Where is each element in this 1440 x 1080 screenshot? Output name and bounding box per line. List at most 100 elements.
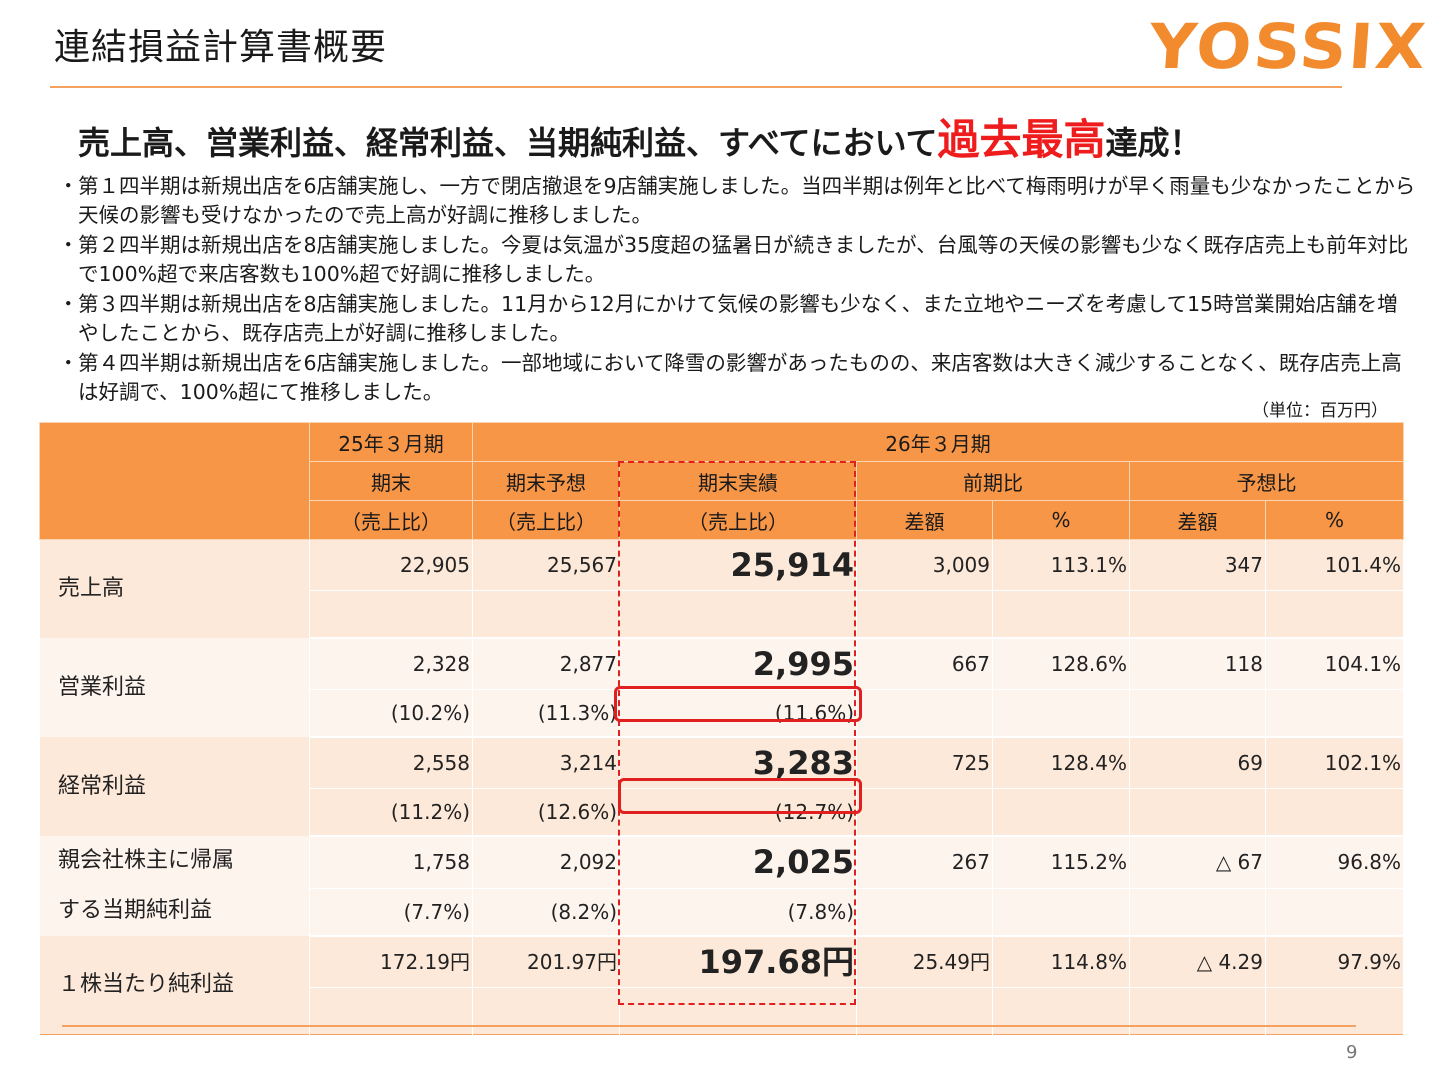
- page-title: 連結損益計算書概要: [54, 27, 388, 68]
- table-row-ordinary-profit-ratio: (11.2%) (12.6%) (12.7%): [40, 788, 1405, 837]
- cell-actual: 25,914: [619, 539, 857, 591]
- table-row-operating-profit: 営業利益 2,328 2,877 2,995 667 128.6% 118 10…: [39, 638, 1405, 737]
- cell-empty: [992, 987, 1130, 1035]
- header-fc-pct: %: [1264, 500, 1405, 540]
- cell-actual-ratio: (7.8%): [619, 887, 857, 937]
- header-prev-period: 25年３月期: [309, 422, 473, 462]
- note-q3: 第３四半期は新規出店を8店舗実施しました。11月から12月にかけて気候の影響も少…: [58, 290, 1418, 348]
- cell-forecast-ratio: [472, 590, 620, 639]
- note-q2: 第２四半期は新規出店を8店舗実施しました。今夏は気温が35度超の猛暑日が続きまし…: [58, 231, 1418, 289]
- cell-prev-ratio: (10.2%): [309, 689, 473, 738]
- cell-empty: [992, 887, 1130, 937]
- cell-actual-ratio: (11.6%): [619, 689, 857, 738]
- cell-prev-ratio: (11.2%): [309, 788, 473, 837]
- cell-fc-pct: 101.4%: [1264, 539, 1405, 591]
- cell-empty: [1264, 590, 1405, 639]
- row-label: 営業利益: [39, 638, 310, 737]
- header-curr-period: 26年３月期: [471, 422, 1405, 462]
- cell-empty: [1264, 987, 1405, 1035]
- header-blank: [39, 422, 310, 540]
- cell-empty: [1264, 887, 1405, 937]
- cell-empty: [1129, 689, 1266, 738]
- title-divider: [50, 86, 1342, 88]
- cell-prev: 2,328: [309, 638, 473, 690]
- cell-empty: [1129, 788, 1266, 837]
- headline-prefix: 売上高、営業利益、経常利益、当期純利益、すべてにおいて: [78, 124, 938, 162]
- cell-empty: [1264, 788, 1405, 837]
- cell-yoy-diff: 25.49円: [856, 936, 993, 988]
- cell-actual: 197.68円: [619, 936, 857, 988]
- cell-forecast: 3,214: [472, 737, 620, 789]
- header-yoy-pct: %: [992, 500, 1130, 540]
- table-row-operating-profit-ratio: (10.2%) (11.3%) (11.6%): [40, 689, 1405, 738]
- income-statement-table: 25年３月期 26年３月期 期末 期末予想 期末実績 前期比 予想比 （売上比）…: [39, 422, 1405, 1035]
- cell-prev-ratio: [309, 590, 473, 639]
- cell-empty: [1129, 590, 1266, 639]
- cell-fc-pct: 102.1%: [1264, 737, 1405, 789]
- cell-empty: [856, 590, 993, 639]
- cell-forecast: 2,092: [472, 836, 620, 889]
- cell-fc-diff: 347: [1129, 539, 1266, 591]
- cell-fc-pct: 104.1%: [1264, 638, 1405, 690]
- row-label: 親会社株主に帰属 する当期純利益: [39, 836, 310, 936]
- cell-fc-pct: 96.8%: [1264, 836, 1405, 889]
- cell-yoy-diff: 667: [856, 638, 993, 690]
- cell-empty: [992, 590, 1130, 639]
- cell-actual-ratio: (12.7%): [619, 788, 857, 837]
- note-q4: 第４四半期は新規出店を6店舗実施しました。一部地域において降雪の影響があったもの…: [58, 349, 1418, 407]
- cell-empty: [856, 689, 993, 738]
- cell-forecast-ratio: [472, 987, 620, 1035]
- header-forecast: 期末予想: [472, 461, 620, 501]
- cell-forecast: 2,877: [472, 638, 620, 690]
- cell-fc-diff: 69: [1129, 737, 1266, 789]
- unit-note: （単位：百万円）: [1252, 401, 1388, 421]
- table-row-net-income: 親会社株主に帰属 する当期純利益 1,758 2,092 2,025 267 11…: [39, 836, 1405, 936]
- cell-empty: [1129, 887, 1266, 937]
- cell-forecast-ratio: (12.6%): [472, 788, 620, 837]
- headline-suffix: 達成！: [1105, 124, 1202, 162]
- table-row-sales-ratio: [40, 590, 1405, 639]
- cell-actual-ratio: [619, 987, 857, 1035]
- cell-yoy-pct: 128.4%: [992, 737, 1130, 789]
- cell-prev: 22,905: [309, 539, 473, 591]
- cell-empty: [856, 887, 993, 937]
- header-yoy: 前期比: [856, 461, 1130, 501]
- footer-divider: [62, 1025, 1356, 1027]
- cell-fc-diff: △ 67: [1129, 836, 1266, 889]
- cell-yoy-pct: 114.8%: [992, 936, 1130, 988]
- row-label-line2: する当期純利益: [58, 898, 213, 923]
- note-q1: 第１四半期は新規出店を6店舗実施し、一方で閉店撤退を9店舗実施しました。当四半期…: [58, 172, 1418, 230]
- header-actual: 期末実績: [619, 461, 857, 501]
- header-yoy-diff: 差額: [856, 500, 993, 540]
- cell-empty: [856, 987, 993, 1035]
- cell-prev-ratio: [309, 987, 473, 1035]
- quarterly-notes: 第１四半期は新規出店を6店舗実施し、一方で閉店撤退を9店舗実施しました。当四半期…: [58, 172, 1418, 408]
- row-label: １株当たり純利益: [39, 936, 310, 1035]
- cell-actual: 2,995: [619, 638, 857, 690]
- cell-yoy-diff: 267: [856, 836, 993, 889]
- page-number: 9: [1346, 1042, 1358, 1063]
- cell-prev: 1,758: [309, 836, 473, 889]
- cell-forecast-ratio: (11.3%): [472, 689, 620, 738]
- cell-prev: 172.19円: [309, 936, 473, 988]
- cell-forecast: 25,567: [472, 539, 620, 591]
- cell-empty: [856, 788, 993, 837]
- cell-yoy-pct: 113.1%: [992, 539, 1130, 591]
- cell-yoy-pct: 115.2%: [992, 836, 1130, 889]
- cell-empty: [992, 689, 1130, 738]
- headline: 売上高、営業利益、経常利益、当期純利益、すべてにおいて過去最高達成！: [78, 106, 1202, 167]
- header-vs-forecast: 予想比: [1128, 461, 1405, 501]
- table-row-ordinary-profit: 経常利益 2,558 3,214 3,283 725 128.4% 69 102…: [39, 737, 1405, 836]
- cell-actual: 3,283: [619, 737, 857, 789]
- company-logo: YOSSIX: [1146, 10, 1431, 83]
- cell-prev: 2,558: [309, 737, 473, 789]
- header-ratio-prev: （売上比）: [309, 500, 473, 540]
- cell-forecast-ratio: (8.2%): [472, 887, 620, 937]
- table-row-net-income-ratio: (7.7%) (8.2%) (7.8%): [40, 887, 1405, 937]
- cell-yoy-diff: 3,009: [856, 539, 993, 591]
- cell-actual: 2,025: [619, 836, 857, 889]
- cell-empty: [992, 788, 1130, 837]
- cell-fc-pct: 97.9%: [1264, 936, 1405, 988]
- header-prev-end: 期末: [309, 461, 473, 501]
- cell-empty: [1129, 987, 1266, 1035]
